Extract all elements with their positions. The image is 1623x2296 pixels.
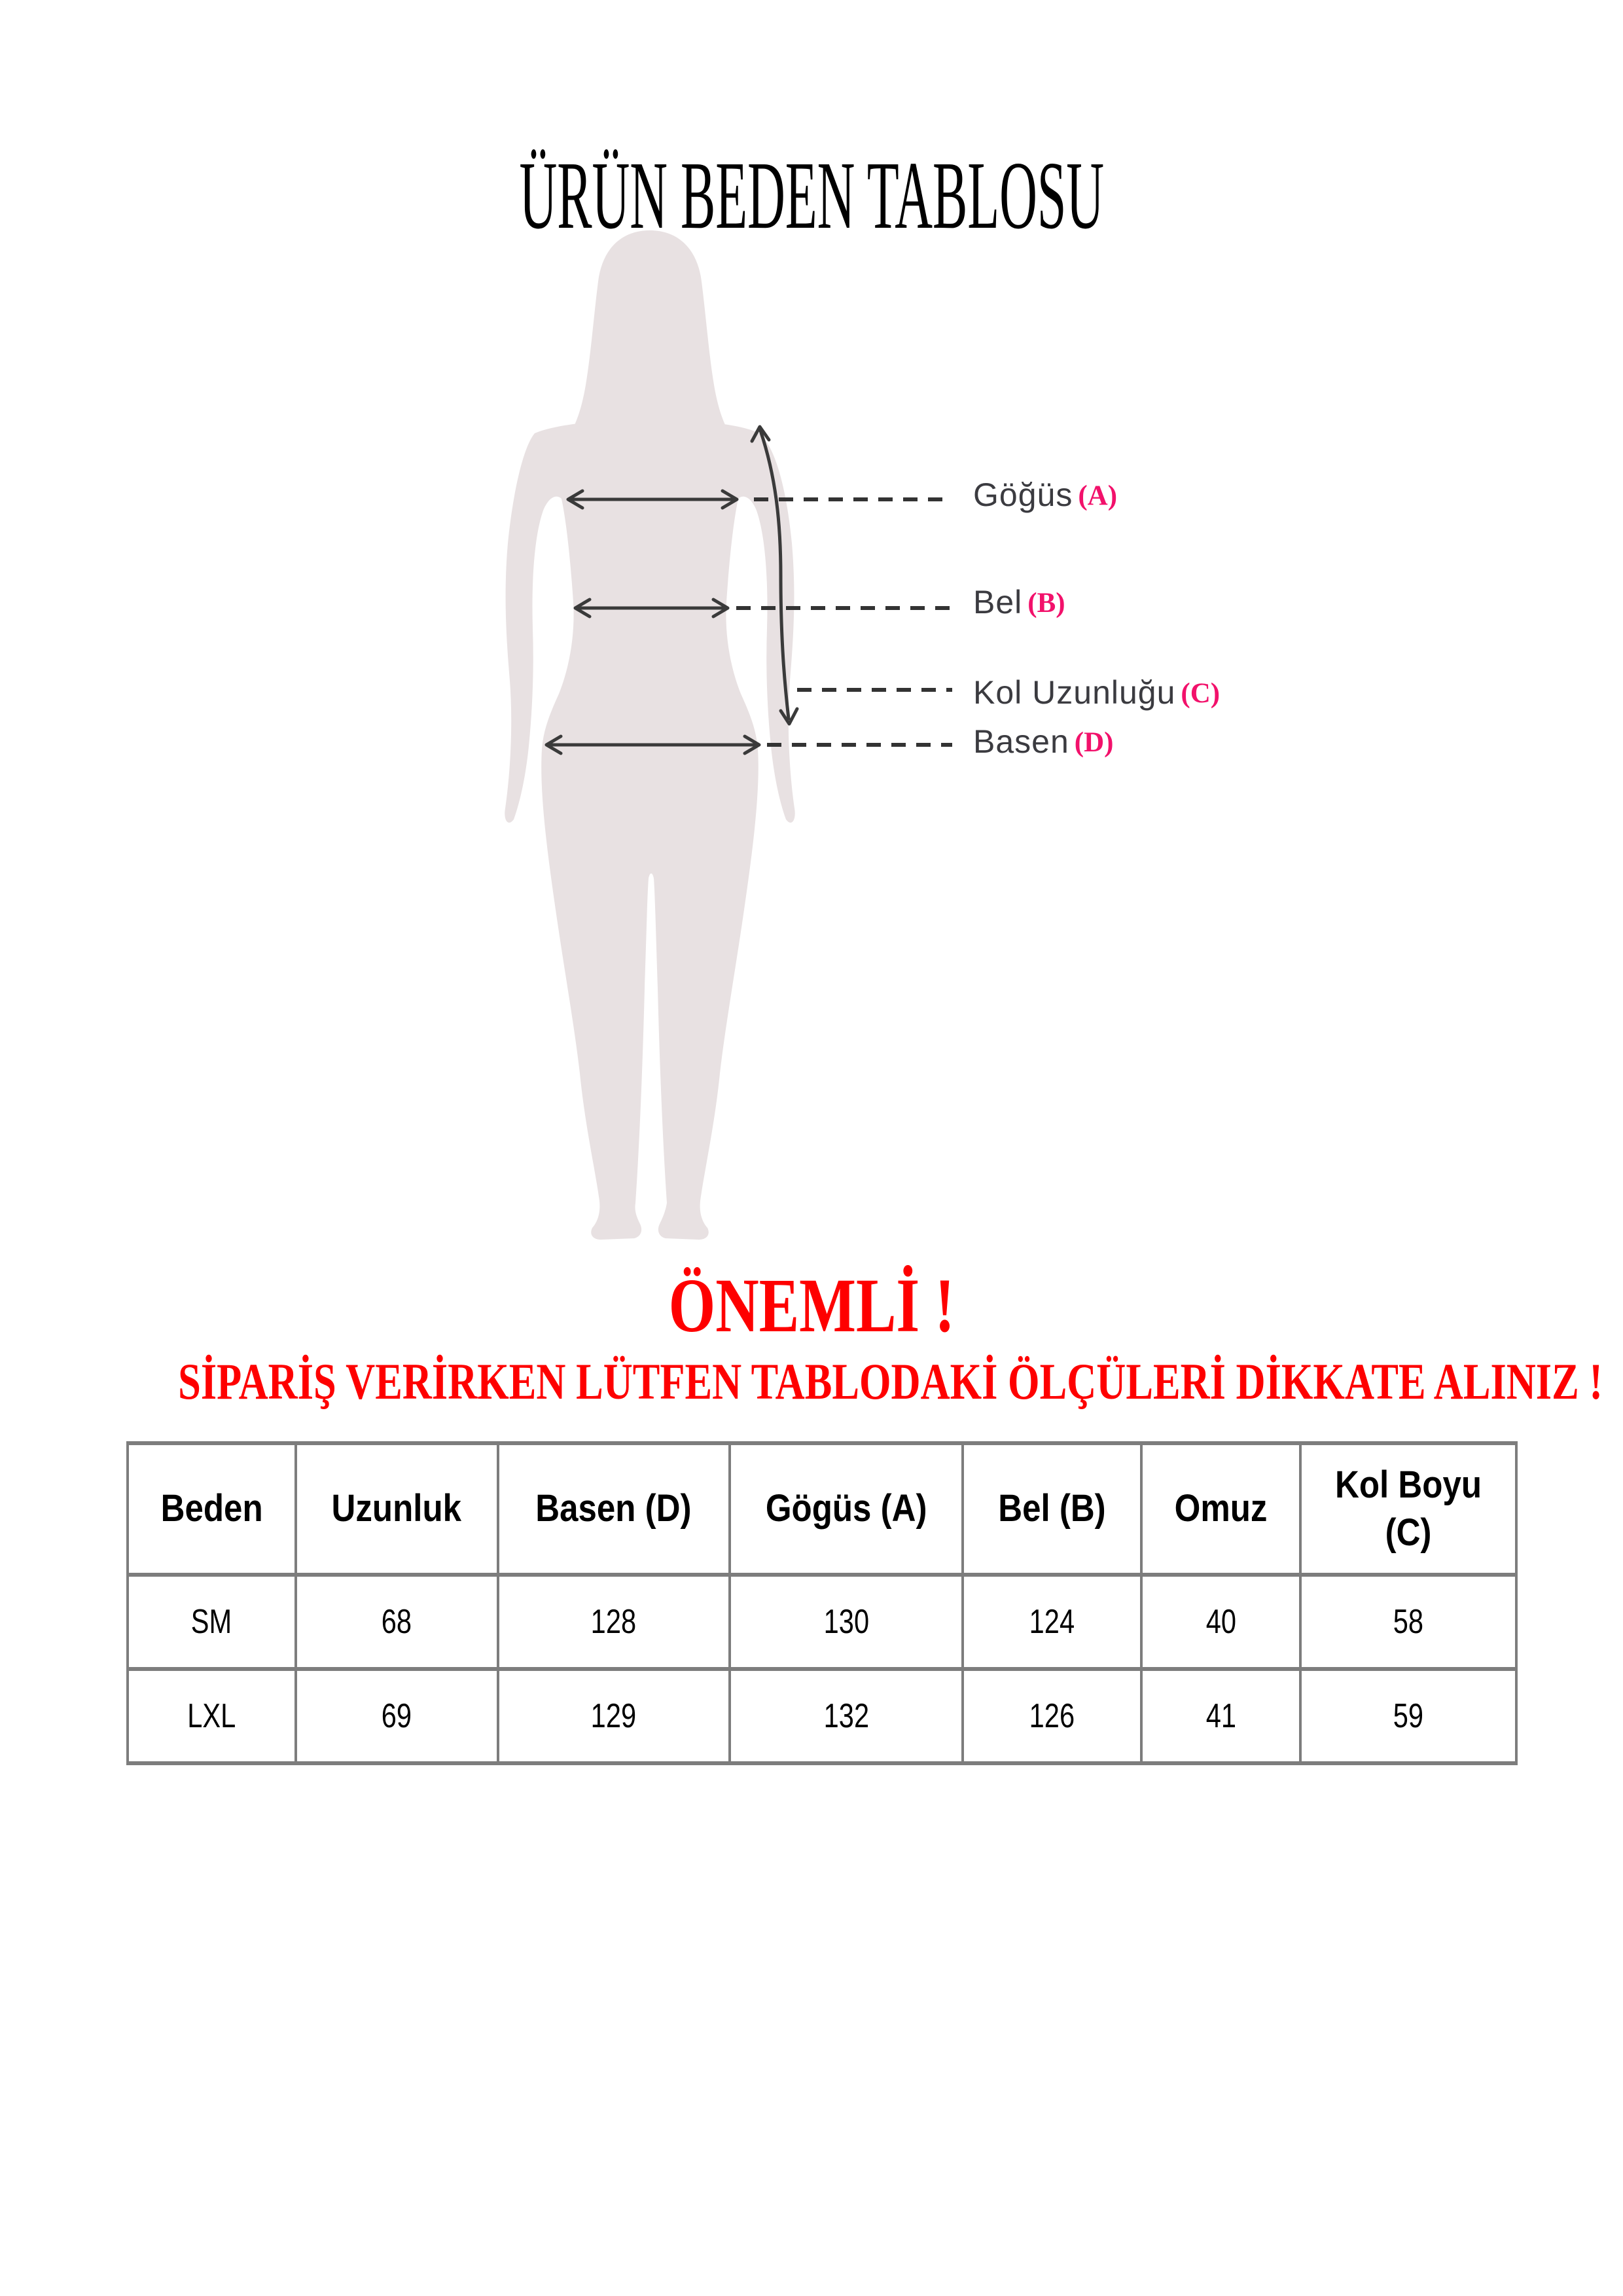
header-uzunluk-text: Uzunluk [331,1487,462,1530]
cell-lxl-bel: 126 [961,1667,1143,1765]
cell-sm-basen-text: 128 [590,1603,637,1641]
cell-lxl-kol: 59 [1298,1667,1518,1765]
header-beden-text: Beden [160,1487,263,1530]
cell-sm-omuz-text: 40 [1205,1603,1236,1641]
size-table-wrap: Beden Uzunluk Basen (D) Gögüs (A) Bel (B… [126,1441,1518,1765]
label-waist-letter: (B) [1027,588,1065,619]
size-table: Beden Uzunluk Basen (D) Gögüs (A) Bel (B… [126,1441,1518,1765]
header-uzunluk: Uzunluk [294,1441,499,1577]
measurement-arrows [544,425,799,755]
header-omuz: Omuz [1140,1441,1302,1577]
warning-line: SİPARİŞ VERİRKEN LÜTFEN TABLODAKİ ÖLÇÜLE… [0,1356,1623,1407]
header-beden: Beden [126,1441,297,1577]
page-title: ÜRÜN BEDEN TABLOSU [0,147,1623,244]
cell-lxl-omuz-text: 41 [1205,1697,1236,1735]
chest-arrowhead-right-icon [721,489,739,510]
important-heading-text: ÖNEMLİ ! [668,1263,955,1348]
arm-length-arrowhead-bottom-icon [779,707,799,726]
cell-sm-bel-text: 124 [1029,1603,1075,1641]
chest-arrowhead-left-icon [566,489,584,510]
cell-sm-uzunluk: 68 [294,1573,499,1671]
header-kol-boyu-text: Kol Boyu (C) [1334,1463,1482,1554]
body-measurement-diagram [505,230,952,1240]
waist-arrowhead-left-icon [573,598,592,619]
cell-sm-omuz: 40 [1140,1573,1302,1671]
cell-lxl-beden: LXL [126,1667,297,1765]
cell-sm-bel: 124 [961,1573,1143,1671]
cell-lxl-uzunluk-text: 69 [381,1697,412,1735]
cell-sm-beden: SM [126,1573,297,1671]
label-hip-letter: (D) [1074,727,1114,758]
header-gogus: Gögüs (A) [728,1441,965,1577]
table-row-lxl: LXL 69 129 132 126 41 59 [126,1667,1518,1765]
label-arm-length-text: Kol Uzunluğu [973,674,1176,711]
label-hip: Basen (D) [973,722,1113,761]
cell-sm-gogus: 130 [728,1573,965,1671]
label-waist-text: Bel [973,584,1023,620]
arm-length-arrowhead-top-icon [750,425,771,443]
header-gogus-text: Gögüs (A) [765,1487,927,1530]
waist-arrowhead-right-icon [711,598,730,619]
cell-lxl-gogus: 132 [728,1667,965,1765]
arm-length-arrow [758,429,791,721]
label-waist: Bel (B) [973,583,1065,622]
page-title-text: ÜRÜN BEDEN TABLOSU [519,142,1104,249]
table-row-sm: SM 68 128 130 124 40 58 [126,1573,1518,1671]
cell-lxl-beden-text: LXL [187,1697,236,1735]
cell-sm-beden-text: SM [191,1603,232,1641]
cell-lxl-kol-text: 59 [1393,1697,1424,1735]
header-omuz-text: Omuz [1174,1487,1268,1530]
hip-arrowhead-left-icon [544,734,563,755]
header-kol-boyu: Kol Boyu (C) [1298,1441,1518,1577]
cell-lxl-basen-text: 129 [590,1697,637,1735]
cell-lxl-bel-text: 126 [1029,1697,1075,1735]
female-silhouette-body-icon [505,420,795,1240]
cell-sm-kol: 58 [1298,1573,1518,1671]
cell-sm-basen: 128 [496,1573,731,1671]
dashed-leader-lines [736,497,952,747]
cell-lxl-uzunluk: 69 [294,1667,499,1765]
cell-lxl-basen: 129 [496,1667,731,1765]
header-bel-text: Bel (B) [998,1487,1106,1530]
label-chest-text: Göğüs [973,476,1073,513]
cell-sm-kol-text: 58 [1393,1603,1424,1641]
label-chest-letter: (A) [1078,480,1118,511]
label-arm-length: Kol Uzunluğu (C) [973,673,1220,712]
important-heading: ÖNEMLİ ! [0,1267,1623,1344]
hip-arrowhead-right-icon [743,734,761,755]
header-basen-text: Basen (D) [535,1487,692,1530]
warning-line-text: SİPARİŞ VERİRKEN LÜTFEN TABLODAKİ ÖLÇÜLE… [178,1353,1603,1410]
header-basen: Basen (D) [496,1441,731,1577]
label-chest: Göğüs (A) [973,475,1117,514]
cell-sm-uzunluk-text: 68 [381,1603,412,1641]
header-bel: Bel (B) [961,1441,1143,1577]
size-table-header-row: Beden Uzunluk Basen (D) Gögüs (A) Bel (B… [126,1441,1518,1577]
cell-lxl-gogus-text: 132 [823,1697,869,1735]
female-silhouette-hair-icon [560,230,740,448]
cell-lxl-omuz: 41 [1140,1667,1302,1765]
cell-sm-gogus-text: 130 [823,1603,869,1641]
label-arm-length-letter: (C) [1181,678,1221,709]
label-hip-text: Basen [973,723,1069,760]
